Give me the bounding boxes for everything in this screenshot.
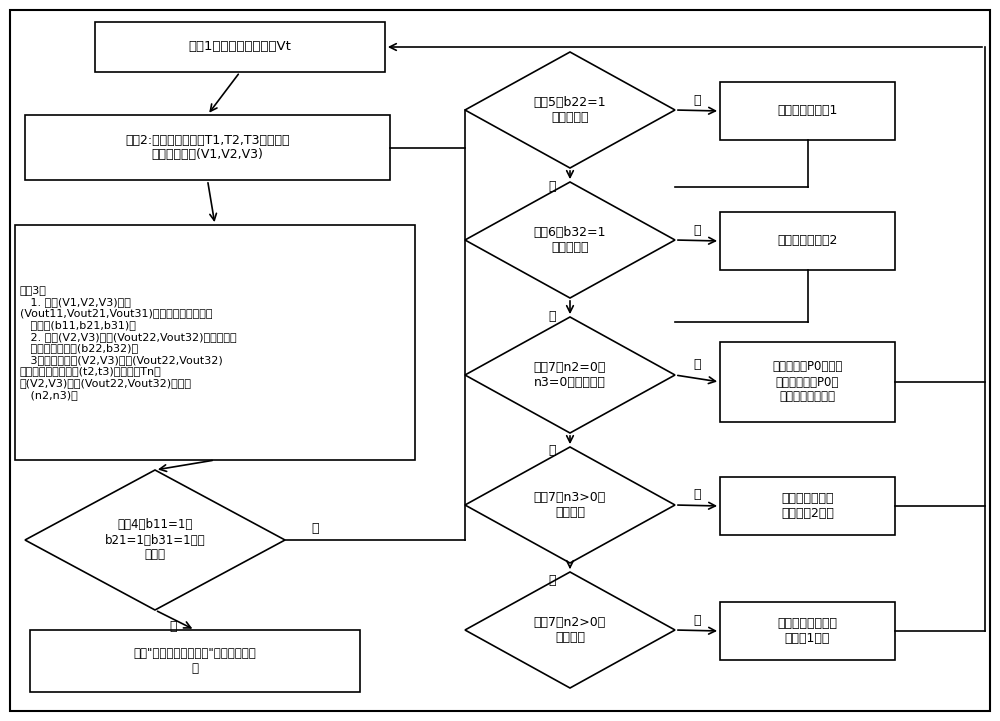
Text: 是: 是: [693, 489, 701, 502]
Text: 步骤7：n2=0且
n3=0是否成立？: 步骤7：n2=0且 n3=0是否成立？: [534, 361, 606, 389]
Bar: [30, 630, 360, 692]
Text: 触发"超切出风速安全链"信号，正常停
机: 触发"超切出风速安全链"信号，正常停 机: [134, 647, 256, 675]
Text: 步骤7：n3>0是
否成立？: 步骤7：n3>0是 否成立？: [534, 491, 606, 519]
Bar: [720, 602, 895, 660]
Text: 否: 否: [548, 445, 556, 458]
Text: 继续执行降功率
运行控制2结果: 继续执行降功率 运行控制2结果: [781, 492, 834, 520]
Text: 步骤4：b11=1或
b21=1或b31=1是否
成立？: 步骤4：b11=1或 b21=1或b31=1是否 成立？: [105, 518, 205, 562]
Text: 步骤2:通过滤波时间为T1,T2,T3的滤波器
得到滤波结果(V1,V2,V3): 步骤2:通过滤波时间为T1,T2,T3的滤波器 得到滤波结果(V1,V2,V3): [125, 133, 290, 162]
Text: 是: 是: [693, 614, 701, 627]
Polygon shape: [465, 52, 675, 168]
Bar: [720, 82, 895, 140]
Text: 步骤3：
   1. 判断(V1,V2,V3)大于
(Vout11,Vout21,Vout31)是否成立，得到一组
   布尔值(b11,b21,b31)。
 : 步骤3： 1. 判断(V1,V2,V3)大于 (Vout11,Vout21,Vo…: [20, 286, 237, 399]
Text: 否: 否: [548, 309, 556, 322]
Text: 步骤1：采集风速仪信号Vt: 步骤1：采集风速仪信号Vt: [189, 40, 291, 53]
Polygon shape: [465, 182, 675, 298]
Text: 否: 否: [548, 180, 556, 193]
Bar: [25, 115, 390, 180]
Text: 降功率运行控制1: 降功率运行控制1: [777, 105, 838, 118]
Text: 步骤7：n2>0是
否成立？: 步骤7：n2>0是 否成立？: [534, 616, 606, 644]
Text: 是: 是: [693, 358, 701, 371]
Text: 是: 是: [693, 224, 701, 236]
Text: 是: 是: [693, 94, 701, 107]
Bar: [95, 22, 385, 72]
Text: 是: 是: [169, 619, 177, 632]
Text: 恢复全功率P0运行，
若现行功率为P0，
则不改变运行状态: 恢复全功率P0运行， 若现行功率为P0， 则不改变运行状态: [772, 360, 843, 404]
Bar: [720, 477, 895, 535]
Text: 步骤6：b32=1
是否成立？: 步骤6：b32=1 是否成立？: [534, 226, 606, 254]
Text: 继续执行降功率运
行控制1结果: 继续执行降功率运 行控制1结果: [778, 617, 838, 645]
Bar: [720, 212, 895, 270]
Text: 步骤5：b22=1
是否成立？: 步骤5：b22=1 是否成立？: [534, 96, 606, 124]
Bar: [720, 342, 895, 422]
Text: 否: 否: [548, 575, 556, 588]
Polygon shape: [25, 470, 285, 610]
Polygon shape: [465, 317, 675, 433]
Text: 降功率运行控制2: 降功率运行控制2: [777, 234, 838, 247]
Polygon shape: [465, 447, 675, 563]
Text: 否: 否: [311, 521, 319, 534]
Bar: [15, 225, 415, 460]
Polygon shape: [465, 572, 675, 688]
